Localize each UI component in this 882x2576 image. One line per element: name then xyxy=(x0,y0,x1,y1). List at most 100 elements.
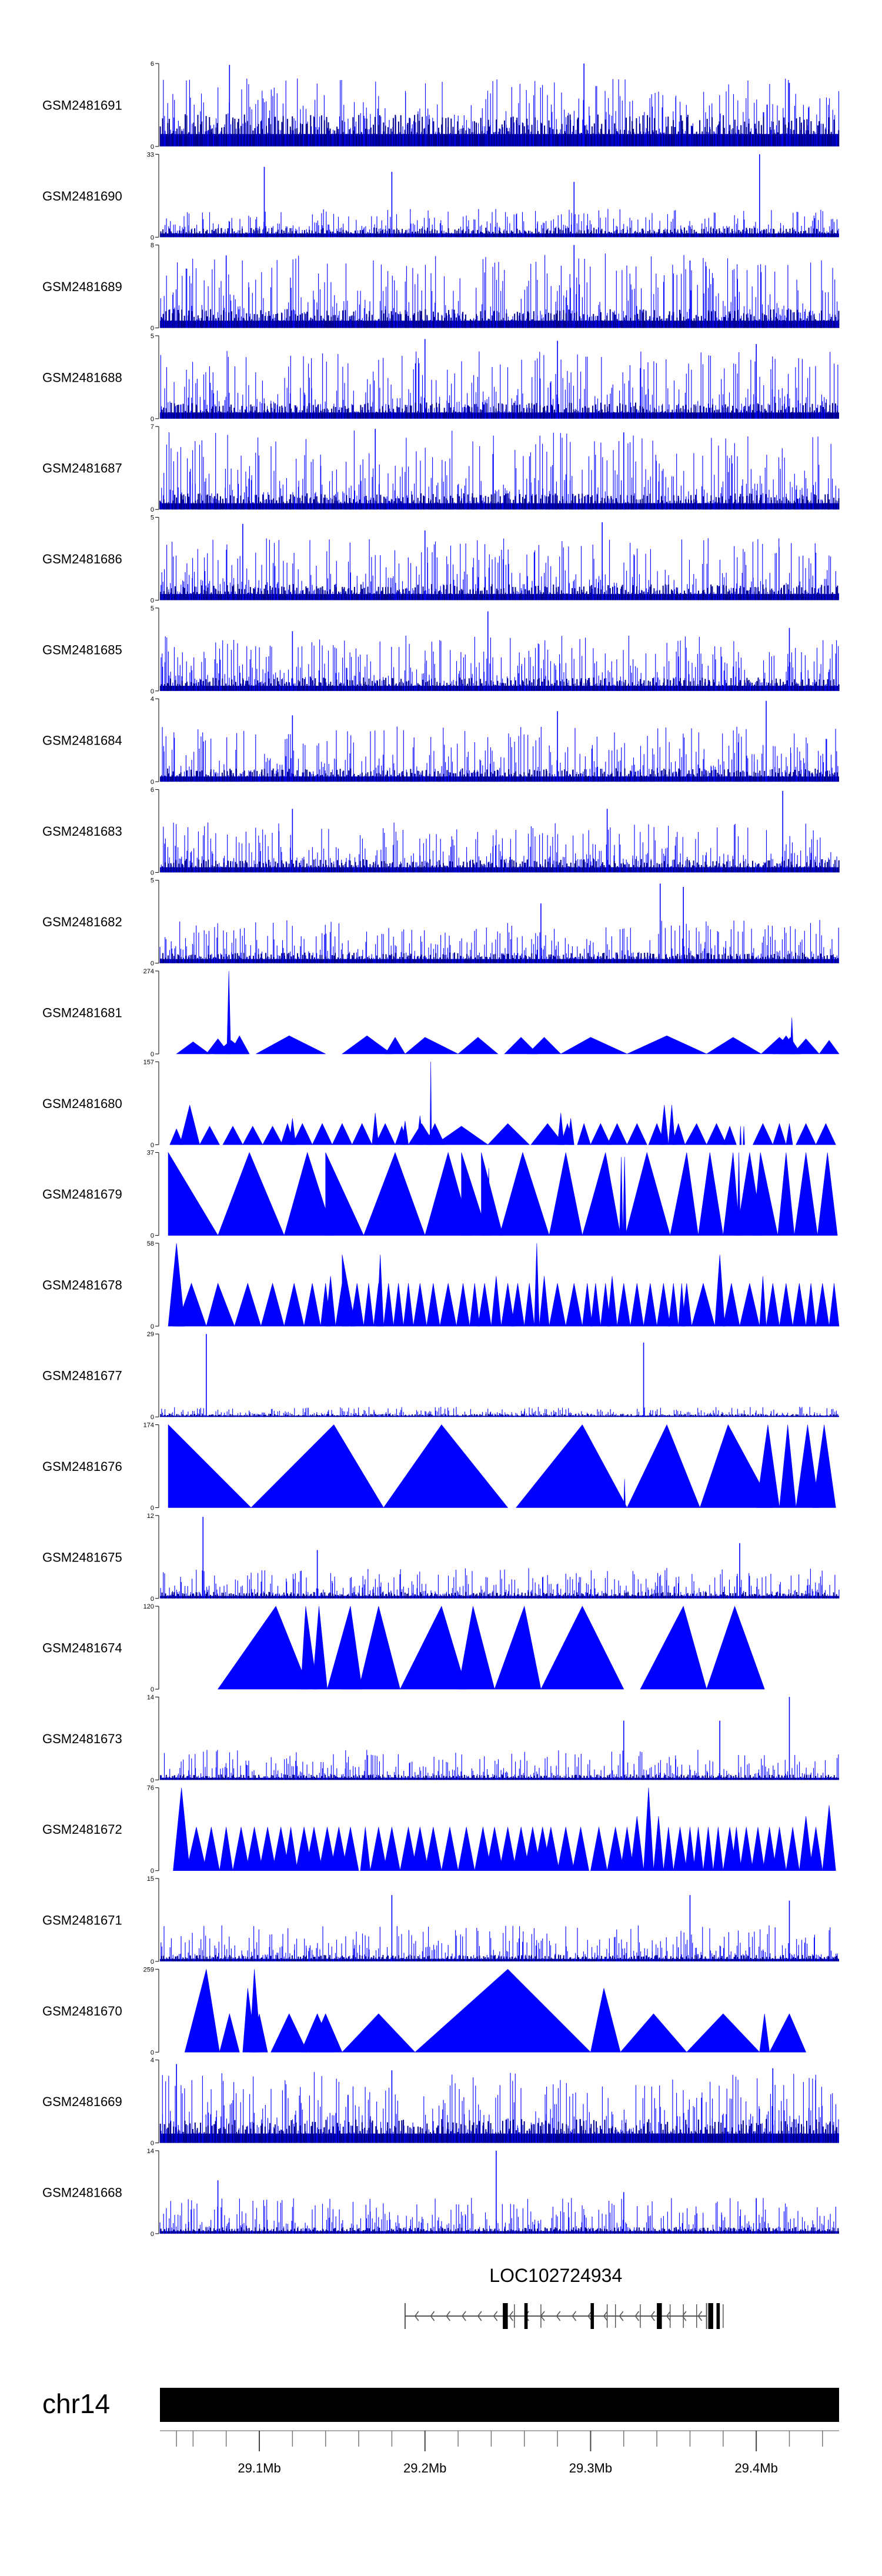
coverage-peak xyxy=(681,1283,692,1327)
coverage-peak xyxy=(272,1827,290,1871)
coverage-peak xyxy=(582,1152,621,1236)
coverage-peak xyxy=(413,1283,427,1327)
y-tick-label-max: 5 xyxy=(151,605,154,612)
x-tick-label: 29.2Mb xyxy=(403,2461,446,2475)
coverage-peak xyxy=(341,1035,393,1055)
coverage-peak xyxy=(332,1123,353,1145)
gene-exon xyxy=(524,2303,528,2329)
track-GSM2481674: GSM2481674 120 0 xyxy=(42,1603,765,1693)
coverage-density xyxy=(161,1955,837,1961)
coverage-peak xyxy=(686,2013,760,2053)
coverage-peak xyxy=(582,1283,593,1327)
y-tick-label-min: 0 xyxy=(151,2140,154,2147)
coverage-peak xyxy=(411,1827,429,1871)
track-GSM2481672: GSM2481672 76 0 xyxy=(42,1785,836,1875)
y-tick-label-max: 15 xyxy=(147,1876,154,1883)
coverage-peak xyxy=(653,1816,664,1871)
coverage-peak xyxy=(234,1282,262,1327)
track-GSM2481691: GSM2481691 6 0 xyxy=(42,61,840,151)
coverage-peak xyxy=(426,1283,440,1327)
coverage-peak xyxy=(168,1424,252,1508)
coverage-peak xyxy=(425,1827,442,1871)
coverage-peak xyxy=(607,1827,624,1871)
coverage-peak xyxy=(176,1283,207,1327)
track-GSM2481676: GSM2481676 174 0 xyxy=(42,1422,836,1512)
track-GSM2481673: GSM2481673 14 0 xyxy=(42,1694,839,1784)
coverage-peak xyxy=(828,1283,840,1327)
coverage-baseline xyxy=(160,867,839,873)
coverage-peak xyxy=(630,1816,644,1871)
y-tick-label-max: 8 xyxy=(151,242,154,249)
coverage-signal xyxy=(160,1568,840,1599)
track-label: GSM2481684 xyxy=(42,733,122,748)
coverage-signal xyxy=(161,635,839,691)
coverage-peak xyxy=(756,1424,780,1508)
y-tick-label-min: 0 xyxy=(151,506,154,513)
track-GSM2481675: GSM2481675 12 0 xyxy=(42,1513,840,1603)
coverage-peak xyxy=(567,1118,574,1145)
coverage-density xyxy=(161,402,838,419)
coverage-peak xyxy=(739,1126,742,1145)
coverage-peak xyxy=(607,1123,627,1145)
y-tick-label-min: 0 xyxy=(151,325,154,332)
coverage-peak xyxy=(557,1827,574,1871)
coverage-baseline xyxy=(160,685,839,691)
y-tick-label-min: 0 xyxy=(151,1686,154,1693)
strand-arrow xyxy=(697,2311,703,2321)
coverage-peak xyxy=(620,1827,634,1871)
y-tick-label-min: 0 xyxy=(151,869,154,876)
coverage-density xyxy=(160,1774,837,1780)
coverage-peak xyxy=(739,1827,753,1871)
coverage-peak xyxy=(499,1827,517,1871)
coverage-peak xyxy=(481,1152,503,1236)
coverage-peak xyxy=(206,1283,235,1327)
strand-arrow xyxy=(603,2311,608,2321)
coverage-peak xyxy=(627,1035,707,1055)
gene-exon xyxy=(503,2303,508,2329)
coverage-peak xyxy=(772,1827,787,1871)
coverage-peak xyxy=(625,1152,671,1236)
coverage-peak xyxy=(816,1283,830,1327)
coverage-peak xyxy=(560,1037,627,1055)
coverage-peak xyxy=(415,1968,592,2053)
coverage-peak xyxy=(540,1606,624,1690)
coverage-peak xyxy=(300,1606,318,1690)
coverage-peak xyxy=(439,1283,457,1327)
coverage-tracks: GSM248169160GSM2481690330GSM248168980GSM… xyxy=(42,61,840,2238)
coverage-peak xyxy=(706,1037,762,1055)
gene-track: LOC102724934 xyxy=(404,2265,724,2329)
coverage-peak xyxy=(499,1152,550,1236)
strand-arrow xyxy=(634,2311,640,2321)
coverage-peak xyxy=(524,1283,534,1327)
gene-exon xyxy=(716,2303,720,2329)
y-tick-label-min: 0 xyxy=(151,1777,154,1784)
coverage-peak xyxy=(342,1254,356,1327)
coverage-peak xyxy=(510,1283,525,1327)
track-label: GSM2481690 xyxy=(42,189,122,203)
coverage-peak xyxy=(723,1152,740,1236)
coverage-peak xyxy=(218,1152,285,1236)
chromosome-band xyxy=(160,2388,839,2422)
coverage-peak xyxy=(176,1042,211,1055)
y-tick-label-min: 0 xyxy=(151,960,154,967)
track-label: GSM2481679 xyxy=(42,1187,122,1202)
coverage-peak xyxy=(292,1123,313,1145)
coverage-peak xyxy=(713,1827,724,1871)
coverage-peak xyxy=(703,1827,714,1871)
coverage-density xyxy=(161,768,838,782)
coverage-peak xyxy=(763,1827,777,1871)
coverage-peak xyxy=(663,1827,674,1871)
y-tick-label-max: 120 xyxy=(143,1603,154,1610)
coverage-peak xyxy=(303,1283,321,1327)
gene-exon xyxy=(590,2303,594,2329)
coverage-peak xyxy=(469,1283,480,1327)
coverage-peak xyxy=(643,1787,654,1871)
coverage-peak xyxy=(219,2013,240,2053)
coverage-peak xyxy=(242,1126,263,1145)
y-tick-label-max: 259 xyxy=(143,1966,154,1973)
coverage-peak xyxy=(779,1424,797,1508)
coverage-peak xyxy=(457,1037,499,1055)
track-GSM2481668: GSM2481668 14 0 xyxy=(42,2148,839,2238)
coverage-peak xyxy=(527,1037,562,1055)
